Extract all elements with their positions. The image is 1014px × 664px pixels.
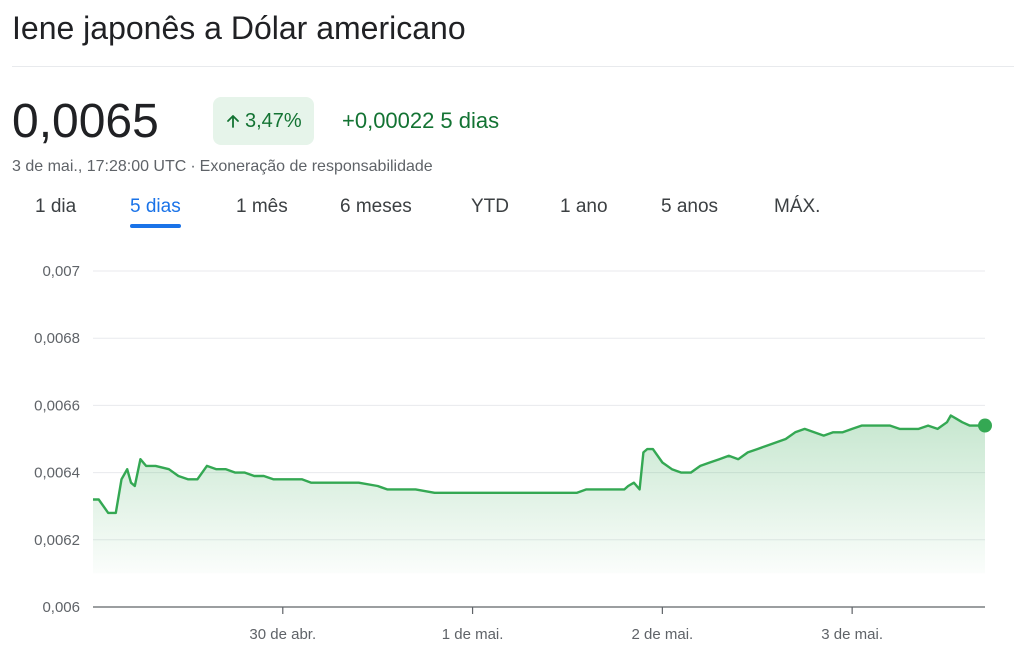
arrow-up-icon — [227, 115, 239, 128]
timestamp: 3 de mai., 17:28:00 UTC — [12, 158, 187, 175]
current-price: 0,0065 — [12, 95, 159, 148]
x-tick-label: 3 de mai. — [821, 626, 883, 643]
price-area — [93, 415, 985, 574]
quote-meta: 3 de mai., 17:28:00 UTC · Exoneração de re… — [12, 158, 433, 176]
page-title: Iene japonês a Dólar americano — [12, 10, 466, 46]
y-tick-label: 0,0062 — [34, 532, 80, 549]
header-divider — [12, 66, 1014, 67]
percent-change: 3,47% — [245, 109, 302, 132]
x-tick-label: 1 de mai. — [442, 626, 504, 643]
tab-6-months[interactable]: 6 meses — [340, 196, 412, 217]
tab-ytd[interactable]: YTD — [471, 196, 509, 217]
tab-5-days[interactable]: 5 dias — [130, 196, 181, 228]
change-period: 5 dias — [440, 108, 500, 133]
x-axis: 30 de abr. 1 de mai. 2 de mai. 3 de mai. — [93, 606, 985, 643]
percent-change-badge: 3,47% — [213, 97, 314, 145]
tab-1-year[interactable]: 1 ano — [560, 196, 608, 217]
disclaimer-link[interactable]: Exoneração de responsabilidade — [199, 158, 433, 175]
tab-1-day[interactable]: 1 dia — [35, 196, 77, 217]
abs-change: +0,00022 — [342, 108, 435, 133]
y-tick-label: 0,0064 — [34, 465, 80, 482]
tab-max[interactable]: MÁX. — [774, 196, 821, 217]
y-tick-label: 0,007 — [42, 263, 80, 280]
range-tabs: 1 dia 5 dias 1 mês 6 meses YTD 1 ano 5 a… — [0, 196, 1014, 236]
x-tick-label: 2 de mai. — [632, 626, 694, 643]
y-tick-label: 0,0066 — [34, 397, 80, 414]
tab-5-years[interactable]: 5 anos — [661, 196, 719, 217]
price-chart[interactable]: 0,006 0,0062 0,0064 0,0066 0,0068 0,007 30 de… — [0, 250, 1014, 664]
y-tick-label: 0,0068 — [34, 330, 80, 347]
y-axis-ticks: 0,006 0,0062 0,0064 0,0066 0,0068 0,007 — [34, 263, 80, 616]
y-tick-label: 0,006 — [42, 599, 80, 616]
meta-separator: · — [190, 158, 196, 175]
x-tick-label: 30 de abr. — [249, 626, 316, 643]
tab-1-month[interactable]: 1 mês — [236, 196, 288, 217]
last-price-marker — [978, 418, 992, 433]
price-line — [93, 414, 985, 515]
abs-change-row: +0,00022 5 dias — [342, 108, 499, 134]
